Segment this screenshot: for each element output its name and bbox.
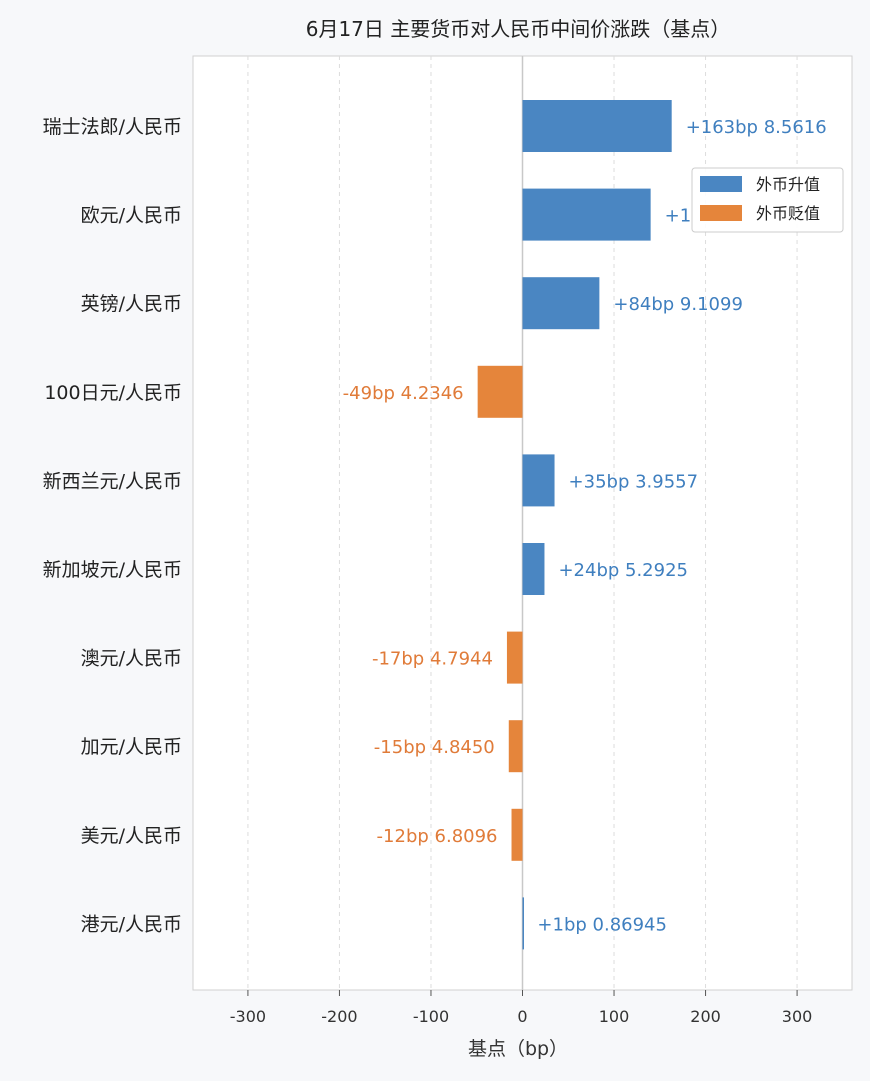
legend-swatch-up — [700, 176, 742, 192]
bar — [522, 277, 600, 330]
x-tick-label: 100 — [599, 1007, 630, 1026]
bar — [522, 100, 672, 152]
x-tick-label: -200 — [321, 1007, 357, 1026]
bar — [508, 720, 523, 773]
category-label: 澳元/人民币 — [81, 648, 182, 670]
category-label: 新加坡元/人民币 — [43, 559, 182, 581]
data-label: +1bp 0.86945 — [537, 914, 667, 935]
legend-label-up: 外币升值 — [756, 175, 820, 194]
chart-title: 6月17日 主要货币对人民币中间价涨跌（基点） — [306, 17, 731, 41]
data-label: +1 — [665, 206, 692, 227]
bar — [511, 808, 523, 861]
data-labels: +163bp 8.5616 +1 +84bp 9.1099 -49bp 4.2346 +… — [343, 117, 827, 935]
data-label: -15bp 4.8450 — [374, 737, 495, 758]
x-axis-ticks: -300 -200 -100 0 100 200 300 — [230, 990, 813, 1026]
data-label: -49bp 4.2346 — [343, 383, 464, 404]
data-label: -17bp 4.7944 — [372, 649, 493, 670]
category-label: 加元/人民币 — [81, 736, 182, 758]
category-label: 新西兰元/人民币 — [43, 470, 182, 492]
x-tick-label: -100 — [413, 1007, 449, 1026]
bar — [522, 543, 545, 595]
x-axis-label: 基点（bp） — [468, 1038, 568, 1060]
legend: 外币升值 外币贬值 — [691, 167, 844, 233]
category-label: 英镑/人民币 — [81, 293, 182, 315]
bar — [506, 631, 523, 684]
x-tick-label: 300 — [782, 1007, 813, 1026]
bar — [522, 188, 651, 241]
data-label: +35bp 3.9557 — [569, 471, 699, 492]
legend-swatch-down — [700, 205, 742, 221]
bar-series — [477, 100, 672, 950]
x-tick-label: 200 — [690, 1007, 721, 1026]
category-label: 欧元/人民币 — [81, 205, 182, 227]
legend-label-down: 外币贬值 — [756, 204, 820, 223]
data-label: -12bp 6.8096 — [377, 826, 498, 847]
x-tick-label: -300 — [230, 1007, 266, 1026]
bar — [522, 897, 524, 950]
category-label: 美元/人民币 — [81, 825, 182, 847]
bar — [522, 454, 555, 507]
category-label: 100日元/人民币 — [44, 382, 182, 404]
bar — [477, 365, 523, 418]
category-label: 瑞士法郎/人民币 — [43, 116, 182, 138]
data-label: +24bp 5.2925 — [558, 560, 688, 581]
data-label: +163bp 8.5616 — [686, 117, 827, 138]
x-tick-label: 0 — [517, 1007, 527, 1026]
data-label: +84bp 9.1099 — [613, 294, 743, 315]
category-label: 港元/人民币 — [81, 913, 182, 935]
